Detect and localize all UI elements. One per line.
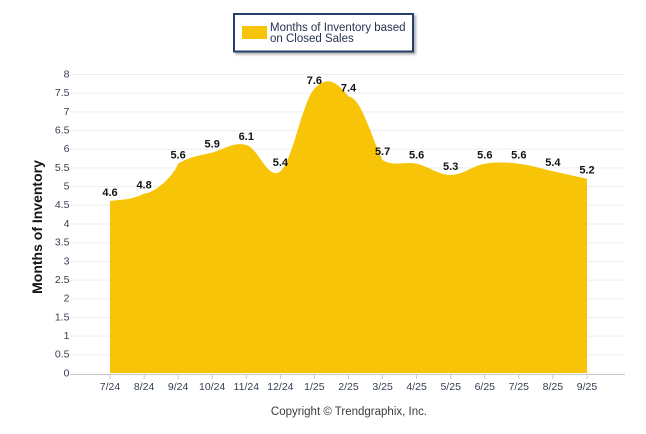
- svg-text:7.5: 7.5: [55, 87, 70, 99]
- svg-text:5.9: 5.9: [205, 139, 220, 151]
- svg-text:5.6: 5.6: [409, 150, 424, 162]
- svg-text:4.5: 4.5: [55, 199, 70, 211]
- svg-text:1: 1: [64, 330, 70, 342]
- svg-text:0.5: 0.5: [55, 349, 70, 361]
- svg-text:2.5: 2.5: [55, 274, 70, 286]
- svg-text:5.3: 5.3: [443, 161, 458, 173]
- svg-text:Months of Inventory based: Months of Inventory based: [270, 22, 406, 34]
- svg-text:8: 8: [64, 68, 70, 80]
- svg-text:2/25: 2/25: [338, 381, 359, 393]
- svg-text:5.7: 5.7: [375, 146, 390, 158]
- svg-text:7.6: 7.6: [307, 75, 322, 87]
- svg-text:5.6: 5.6: [170, 150, 185, 162]
- svg-text:1/25: 1/25: [304, 381, 325, 393]
- svg-text:3: 3: [64, 255, 70, 267]
- svg-text:8/25: 8/25: [543, 381, 564, 393]
- svg-text:7/25: 7/25: [509, 381, 530, 393]
- svg-text:11/24: 11/24: [234, 381, 260, 393]
- svg-text:5.2: 5.2: [579, 165, 594, 177]
- svg-text:6.5: 6.5: [55, 125, 70, 137]
- svg-text:12/24: 12/24: [267, 381, 293, 393]
- svg-text:5.5: 5.5: [55, 162, 70, 174]
- svg-text:5.6: 5.6: [511, 150, 526, 162]
- svg-text:8/24: 8/24: [134, 381, 155, 393]
- svg-text:3/25: 3/25: [372, 381, 393, 393]
- svg-text:5.6: 5.6: [477, 150, 492, 162]
- svg-text:7/24: 7/24: [100, 381, 121, 393]
- svg-text:5/25: 5/25: [440, 381, 461, 393]
- svg-text:on Closed Sales: on Closed Sales: [270, 33, 354, 45]
- svg-text:5.4: 5.4: [273, 157, 289, 169]
- svg-text:6.1: 6.1: [239, 131, 254, 143]
- svg-text:10/24: 10/24: [199, 381, 225, 393]
- svg-text:7: 7: [64, 106, 70, 118]
- svg-text:3.5: 3.5: [55, 237, 70, 249]
- svg-text:2: 2: [64, 293, 70, 305]
- svg-text:Months of Inventory: Months of Inventory: [29, 160, 45, 294]
- svg-text:7.4: 7.4: [341, 82, 357, 94]
- svg-text:0: 0: [64, 367, 70, 379]
- svg-text:5: 5: [64, 181, 70, 193]
- svg-text:6: 6: [64, 143, 70, 155]
- svg-text:9/25: 9/25: [577, 381, 598, 393]
- svg-text:4.6: 4.6: [102, 187, 117, 199]
- svg-text:6/25: 6/25: [475, 381, 496, 393]
- svg-text:Copyright © Trendgraphix, Inc.: Copyright © Trendgraphix, Inc.: [271, 406, 427, 418]
- svg-text:9/24: 9/24: [168, 381, 189, 393]
- svg-text:4.8: 4.8: [136, 180, 151, 192]
- svg-text:4: 4: [64, 218, 70, 230]
- svg-text:5.4: 5.4: [545, 157, 561, 169]
- svg-text:4/25: 4/25: [406, 381, 427, 393]
- svg-text:1.5: 1.5: [55, 311, 70, 323]
